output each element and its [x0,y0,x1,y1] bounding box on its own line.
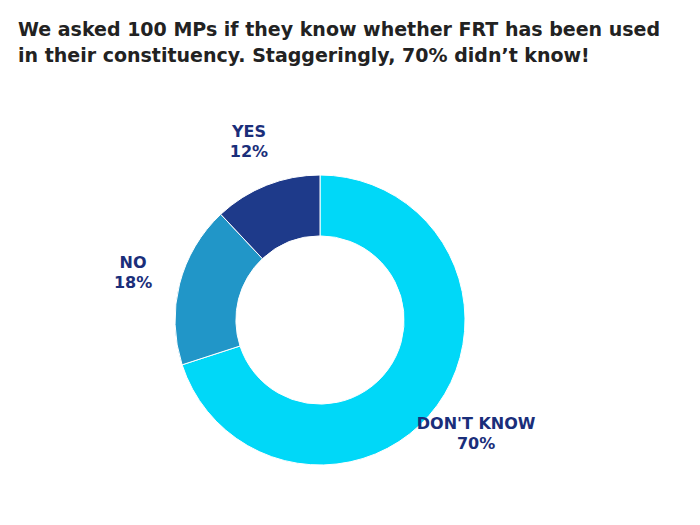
data-labels: DON'T KNOW70% NO18% YES12% [114,122,536,454]
category-label: DON'T KNOW [417,414,536,433]
category-label: YES [231,122,266,141]
category-label: NO [120,253,147,272]
subtitle: in their constituency. Staggeringly, 70%… [18,44,590,66]
title: We asked 100 MPs if they know whether FR… [18,18,660,40]
slice [221,175,320,259]
value-label: 12% [230,142,268,161]
titles: We asked 100 MPs if they know whether FR… [18,18,660,66]
value-label: 70% [457,434,495,453]
value-label: 18% [114,273,152,292]
chart: We asked 100 MPs if they know whether FR… [0,0,700,525]
